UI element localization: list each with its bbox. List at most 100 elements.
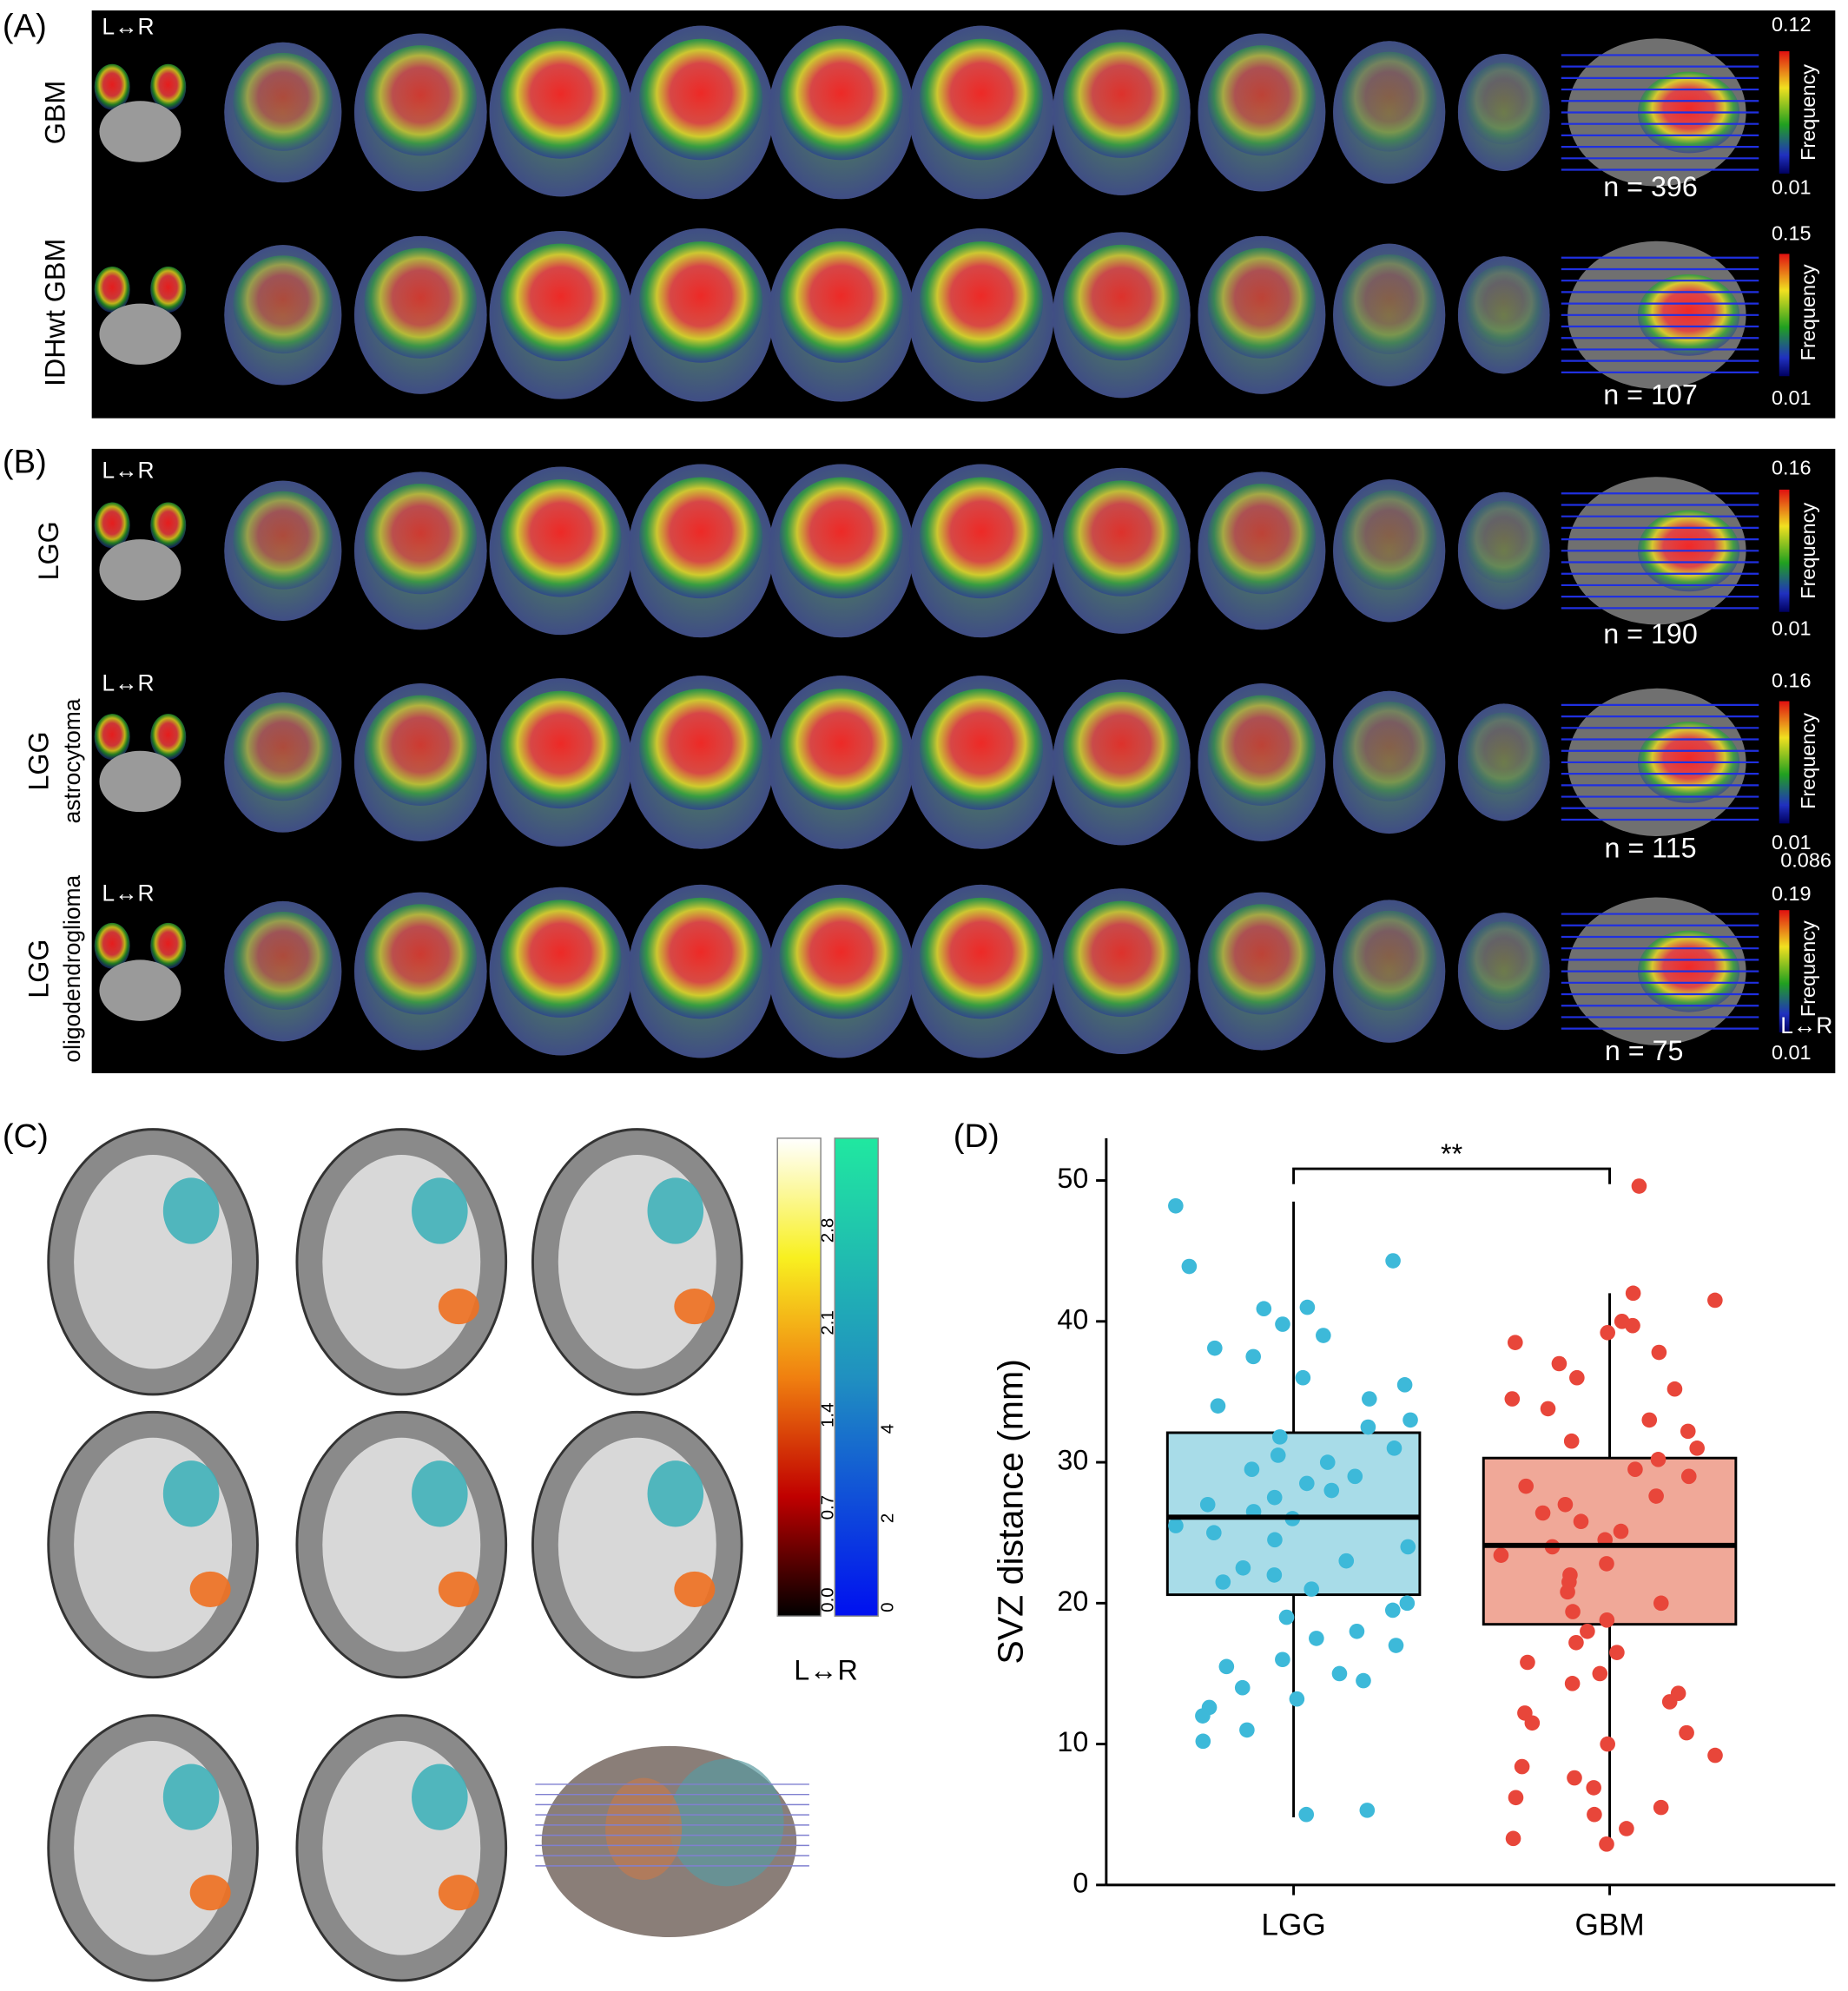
overlay-high [919, 241, 1044, 363]
point [1235, 1559, 1251, 1576]
y-tick-label: 30 [1057, 1445, 1088, 1476]
point [1360, 1419, 1376, 1435]
slice-lobe [150, 63, 187, 110]
scale-min: 0.01 [1772, 1041, 1812, 1064]
overlay-high [364, 247, 478, 359]
blob-orange [438, 1571, 479, 1607]
blob-teal [162, 1177, 220, 1244]
point [1493, 1547, 1509, 1563]
colorbar [1779, 701, 1790, 824]
point [1181, 1258, 1198, 1275]
point [1256, 1301, 1272, 1317]
orientation: L↔R [102, 14, 154, 40]
scale-max: 0.16 [1772, 457, 1812, 479]
panel-label: (A) [3, 8, 47, 45]
overlay-high [1207, 695, 1317, 806]
point [1613, 1523, 1629, 1539]
box-plot: 0 10 20 30 40 50 LGG GBM ** [1057, 1137, 1836, 1942]
scale-max: 0.12 [1772, 13, 1812, 36]
point [1564, 1676, 1581, 1691]
overlay-high [1341, 254, 1437, 355]
point [1295, 1369, 1311, 1386]
point [1599, 1836, 1614, 1852]
overlay-high [639, 38, 763, 161]
point [1331, 1665, 1348, 1682]
scale-title: Frequency [1797, 64, 1819, 161]
colorbar [1779, 51, 1790, 174]
blob-orange [438, 1289, 479, 1325]
point [1689, 1441, 1706, 1456]
blob-teal [647, 1177, 704, 1244]
point [1599, 1556, 1614, 1572]
point [1244, 1461, 1260, 1477]
point [1299, 1299, 1316, 1315]
overlay-high [1341, 910, 1437, 1011]
colorbar [1779, 910, 1790, 1033]
significance-bracket [1292, 1167, 1612, 1184]
scale-title: Frequency [1797, 920, 1819, 1017]
point [1707, 1747, 1723, 1764]
y-tick-label: 10 [1057, 1726, 1088, 1757]
scale-min: 0.01 [1772, 386, 1812, 409]
scale-min: 0.01 [1772, 176, 1812, 199]
n-label: n = 115 [1604, 833, 1696, 864]
overlay-high [499, 243, 622, 362]
point [1402, 1412, 1418, 1428]
scale-max: 0.15 [1772, 222, 1812, 245]
scale-min: 0.01 [1772, 831, 1812, 854]
slice-lobe [94, 502, 130, 549]
point [1508, 1790, 1524, 1806]
cerebellum [99, 303, 182, 366]
overlay-high [639, 689, 763, 810]
overlay-high [779, 897, 903, 1019]
point [1680, 1423, 1696, 1440]
brain-3d-teal [669, 1758, 784, 1887]
colorbar-tick: 2 [877, 1513, 897, 1523]
row-label: oligodendroglioma [59, 874, 85, 1062]
overlay-high [639, 241, 763, 363]
point [1347, 1468, 1363, 1485]
colorbar-tick: 2.1 [817, 1310, 837, 1335]
overlay-high [919, 38, 1044, 161]
n-label: n = 190 [1603, 618, 1698, 649]
point [1557, 1496, 1574, 1513]
point [1388, 1638, 1404, 1653]
scale-title: Frequency [1797, 264, 1819, 360]
point [1653, 1595, 1669, 1612]
point [1400, 1539, 1416, 1555]
point [1195, 1733, 1211, 1750]
overlay-high [779, 477, 903, 599]
point [1275, 1651, 1290, 1668]
slice-lobe [150, 502, 187, 549]
overlay-high [499, 690, 622, 809]
blob-teal [412, 1460, 468, 1527]
scale-title: Frequency [1797, 503, 1819, 599]
blob-orange [674, 1571, 716, 1607]
point [1299, 1475, 1315, 1492]
overlay-high [1464, 500, 1543, 583]
slice-lobe [94, 922, 130, 969]
cerebellum [99, 959, 182, 1021]
y-axis-title: SVZ distance (mm) [991, 1359, 1031, 1665]
colorbar-tick: 0.7 [817, 1495, 837, 1520]
point [1239, 1722, 1255, 1738]
brain-3d-orange [605, 1777, 683, 1881]
overlay-high [364, 904, 478, 1015]
point [1514, 1758, 1530, 1775]
orientation: L↔R [794, 1654, 858, 1685]
point [1386, 1441, 1402, 1456]
point [1356, 1672, 1371, 1689]
row-label: LGG [23, 731, 54, 790]
overlay-high [1207, 904, 1317, 1015]
point [1278, 1609, 1295, 1625]
blob-orange [189, 1571, 231, 1607]
point [1319, 1454, 1336, 1470]
overlay-high [364, 45, 478, 156]
point [1266, 1567, 1283, 1583]
point [1625, 1285, 1641, 1302]
orientation: L↔R [102, 880, 154, 906]
point [1505, 1830, 1521, 1847]
overlay-high [1207, 247, 1317, 359]
overlay-high [233, 52, 333, 151]
